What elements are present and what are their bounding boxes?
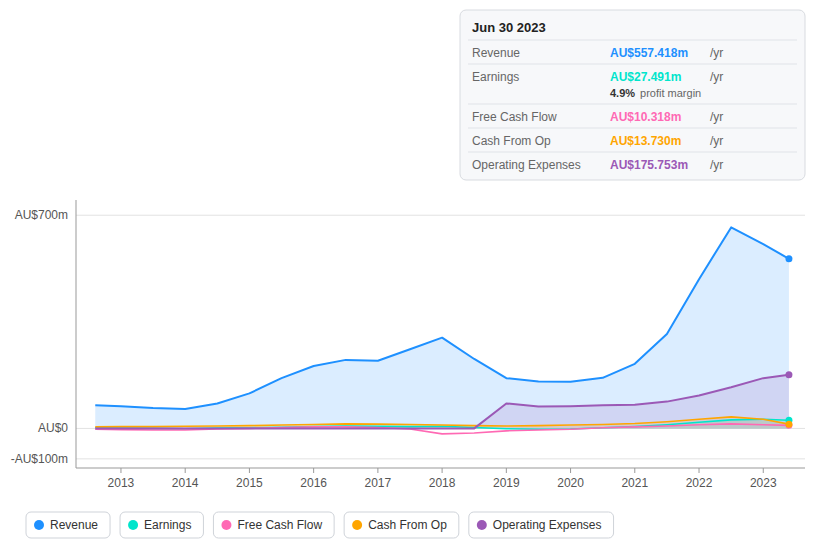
legend-label: Free Cash Flow: [237, 518, 322, 532]
legend-frame: [213, 512, 334, 538]
x-tick-label: 2021: [621, 476, 648, 490]
legend-frame: [120, 512, 203, 538]
x-tick-label: 2020: [557, 476, 584, 490]
end-marker: [785, 421, 792, 428]
info-box-separator: [468, 152, 797, 153]
x-tick: [634, 468, 635, 473]
x-tick-label: 2016: [300, 476, 327, 490]
x-tick-label: 2013: [108, 476, 135, 490]
x-tick: [442, 468, 443, 473]
data: [95, 227, 792, 433]
chart: -AU$100m AU$0 AU$700m 2013 2014 2015 2016 2017 2…: [0, 0, 821, 560]
x-tick: [185, 468, 186, 473]
x-tick-label: 2017: [365, 476, 392, 490]
legend-label: Operating Expenses: [493, 518, 602, 532]
legend-item: Revenue: [26, 512, 110, 538]
series-line: [95, 227, 789, 409]
info-box-value: AU$557.418m: [610, 46, 688, 60]
end-marker: [785, 371, 792, 378]
info-box-label: Operating Expenses: [472, 158, 581, 172]
areas: [95, 227, 789, 429]
x-tick: [120, 468, 121, 473]
y-tick-label: AU$0: [38, 421, 68, 435]
info-box-header: Jun 30 2023: [472, 20, 546, 35]
info-box-value: AU$175.753m: [610, 158, 688, 172]
x-tick: [570, 468, 571, 473]
legend-frame: [26, 512, 110, 538]
area-fill: [95, 227, 789, 428]
x-tick-label: 2014: [172, 476, 199, 490]
info-box-separator: [468, 128, 797, 129]
y-tick-label: -AU$100m: [11, 452, 68, 466]
x-tick: [763, 468, 764, 473]
grid: [76, 215, 805, 459]
series-line: [95, 417, 789, 427]
legend-swatch: [352, 520, 362, 530]
info-box-unit: /yr: [710, 46, 723, 60]
grid-line: [76, 458, 805, 459]
info-box: Jun 30 2023 Revenue AU$557.418m/yr Earnings…: [460, 10, 805, 180]
area-fill: [95, 375, 789, 429]
end-markers: [785, 255, 792, 429]
x-tick: [506, 468, 507, 473]
lines: [95, 227, 789, 433]
legend-swatch: [477, 520, 487, 530]
info-box-separator: [468, 40, 797, 41]
y-axis-line: [76, 200, 77, 468]
x-tick-label: 2023: [750, 476, 777, 490]
info-box-unit: /yr: [710, 134, 723, 148]
x-tick: [313, 468, 314, 473]
legend-swatch: [34, 520, 44, 530]
x-tick-label: 2019: [493, 476, 520, 490]
info-box-separator: [468, 104, 797, 105]
info-box-unit: /yr: [710, 158, 723, 172]
y-tick-label: AU$700m: [15, 208, 68, 222]
legend: Revenue Earnings Free Cash Flow Cash From O…: [26, 512, 614, 538]
info-box-note-value: 4.9%: [610, 87, 635, 99]
series-line: [95, 375, 789, 429]
x-tick: [699, 468, 700, 473]
info-box-value: AU$27.491m: [610, 70, 681, 84]
x-tick-label: 2022: [686, 476, 713, 490]
info-box-unit: /yr: [710, 110, 723, 124]
legend-frame: [469, 512, 614, 538]
legend-label: Earnings: [144, 518, 191, 532]
x-tick: [377, 468, 378, 473]
x-tick-label: 2018: [429, 476, 456, 490]
info-box-value: AU$13.730m: [610, 134, 681, 148]
info-box-unit: /yr: [710, 70, 723, 84]
x-tick: [249, 468, 250, 473]
info-box-label: Free Cash Flow: [472, 110, 557, 124]
x-tick-label: 2015: [236, 476, 263, 490]
legend-item: Operating Expenses: [469, 512, 614, 538]
info-box-frame: [460, 10, 805, 180]
legend-label: Cash From Op: [368, 518, 447, 532]
legend-item: Free Cash Flow: [213, 512, 334, 538]
legend-swatch: [128, 520, 138, 530]
info-box-label: Cash From Op: [472, 134, 551, 148]
grid-line: [76, 215, 805, 216]
info-box-note: profit margin: [640, 87, 701, 99]
legend-item: Earnings: [120, 512, 203, 538]
legend-swatch: [221, 520, 231, 530]
legend-label: Revenue: [50, 518, 98, 532]
legend-item: Cash From Op: [344, 512, 459, 538]
end-marker: [785, 255, 792, 262]
info-box-label: Revenue: [472, 46, 520, 60]
info-box-separator: [468, 64, 797, 65]
info-box-label: Earnings: [472, 70, 519, 84]
info-box-value: AU$10.318m: [610, 110, 681, 124]
legend-frame: [344, 512, 459, 538]
